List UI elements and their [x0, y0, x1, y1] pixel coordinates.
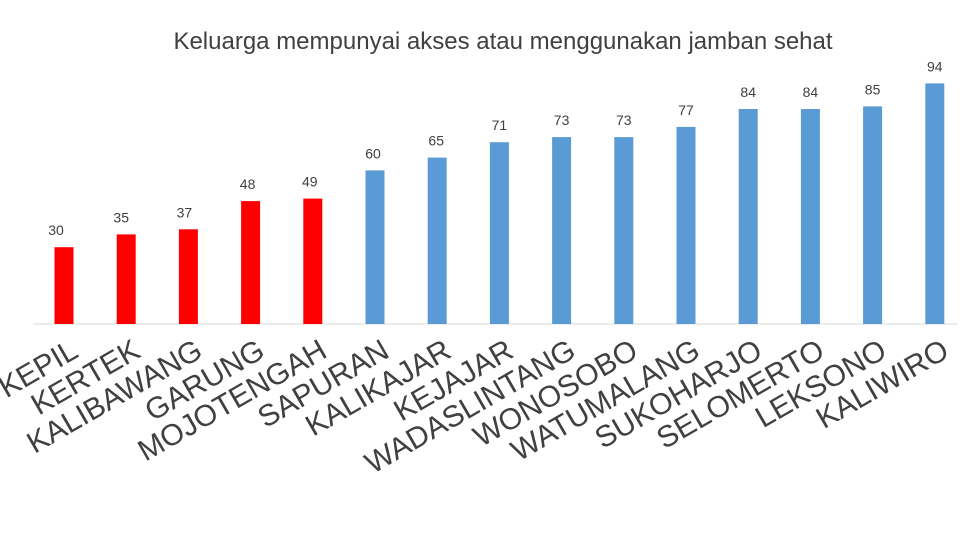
bar-kepil: [54, 247, 74, 324]
value-label: 65: [428, 133, 444, 149]
bar-leksono: [863, 106, 883, 325]
bar-watumalang: [676, 126, 696, 325]
value-label: 49: [302, 174, 318, 190]
value-label: 77: [678, 102, 694, 118]
bar-kalikajar: [427, 157, 447, 324]
bar-kaliwiro: [925, 83, 945, 325]
value-label: 35: [113, 209, 129, 225]
bars-group: [54, 83, 945, 325]
value-label: 73: [616, 112, 632, 128]
bar-kalibawang: [178, 229, 198, 324]
value-label: 30: [48, 222, 64, 238]
value-label: 84: [803, 84, 819, 100]
value-label: 37: [177, 204, 193, 220]
bar-mojotengah: [303, 198, 323, 324]
bar-sukoharjo: [738, 109, 758, 324]
category-labels-group: KEPILKERTEKKALIBAWANGGARUNGMOJOTENGAHSAP…: [0, 333, 954, 480]
value-label: 71: [492, 117, 508, 133]
chart-title: Keluarga mempunyai akses atau menggunaka…: [173, 28, 832, 55]
bar-selomerto: [800, 109, 820, 324]
bar-kejajar: [489, 142, 509, 324]
value-label: 48: [240, 176, 256, 192]
value-labels-group: 30 35 37 48 49 60 65 71 73 73 77 84 84 85 94: [48, 58, 943, 238]
value-label: 85: [865, 81, 881, 97]
bar-kertek: [116, 234, 136, 324]
value-label: 60: [365, 145, 381, 161]
value-label: 73: [554, 112, 570, 128]
bar-wonosobo: [614, 137, 634, 324]
bar-sapuran: [365, 170, 385, 324]
bar-garung: [241, 201, 261, 324]
value-label: 84: [740, 84, 756, 100]
value-label: 94: [927, 58, 943, 74]
bar-wadaslintang: [552, 137, 572, 324]
